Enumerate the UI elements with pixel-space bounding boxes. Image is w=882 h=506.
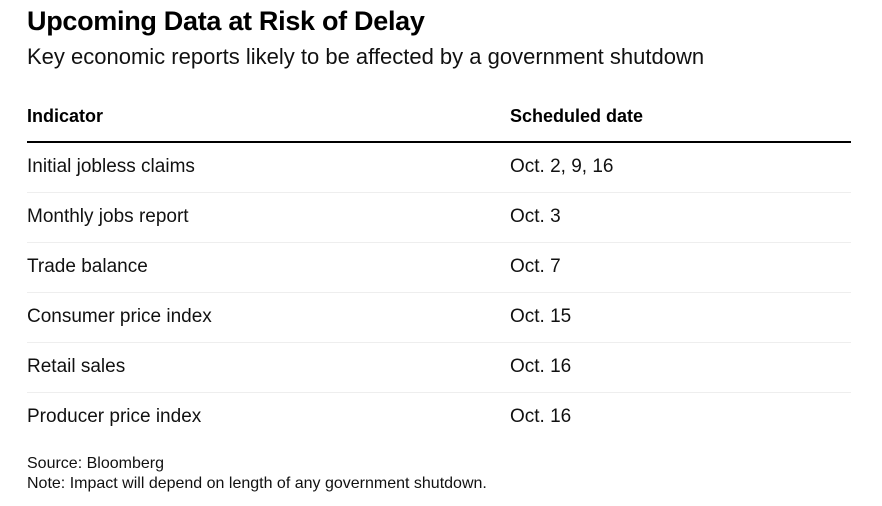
table-row: Retail sales Oct. 16: [27, 343, 851, 393]
indicator-cell: Trade balance: [27, 256, 148, 277]
date-cell: Oct. 15: [510, 306, 572, 327]
date-cell: Oct. 16: [510, 356, 572, 377]
date-cell: Oct. 16: [510, 406, 572, 427]
table-header: Indicator Scheduled date: [27, 96, 851, 143]
indicator-cell: Initial jobless claims: [27, 156, 195, 177]
date-cell: Oct. 3: [510, 206, 561, 227]
footer-notes: Source: Bloomberg Note: Impact will depe…: [27, 454, 487, 494]
date-cell: Oct. 2, 9, 16: [510, 156, 614, 177]
data-table: Indicator Scheduled date Initial jobless…: [27, 96, 851, 442]
header-scheduled-date: Scheduled date: [510, 106, 644, 126]
indicator-cell: Consumer price index: [27, 306, 212, 327]
date-cell: Oct. 7: [510, 256, 561, 277]
table-row: Producer price index Oct. 16: [27, 393, 851, 442]
indicator-cell: Producer price index: [27, 406, 202, 427]
indicator-cell: Monthly jobs report: [27, 206, 189, 227]
table-row: Consumer price index Oct. 15: [27, 293, 851, 343]
page-title: Upcoming Data at Risk of Delay: [27, 6, 425, 36]
indicator-cell: Retail sales: [27, 356, 126, 377]
source-note: Source: Bloomberg: [27, 455, 164, 472]
table-row: Trade balance Oct. 7: [27, 243, 851, 293]
impact-note: Note: Impact will depend on length of an…: [27, 475, 487, 492]
table-body: Initial jobless claims Oct. 2, 9, 16 Mon…: [27, 143, 851, 442]
table-row: Initial jobless claims Oct. 2, 9, 16: [27, 143, 851, 193]
page-subtitle: Key economic reports likely to be affect…: [27, 44, 705, 69]
header-indicator: Indicator: [27, 106, 104, 126]
table-row: Monthly jobs report Oct. 3: [27, 193, 851, 243]
